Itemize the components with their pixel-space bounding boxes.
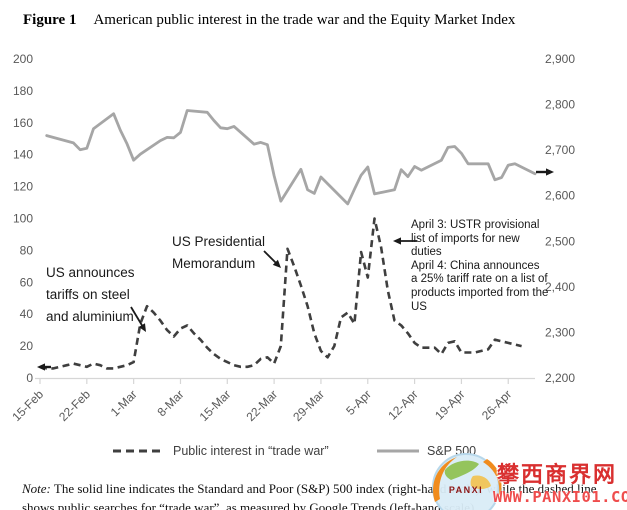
watermark-cjk-text: 攀西商界网 [497, 462, 618, 487]
svg-text:40: 40 [20, 307, 34, 321]
svg-text:22-Mar: 22-Mar [243, 387, 280, 424]
watermark: PANXI 攀西商界网 WWW.PANXI01.COM [427, 448, 627, 510]
svg-text:2,700: 2,700 [545, 143, 575, 157]
svg-text:120: 120 [13, 180, 33, 194]
svg-text:20: 20 [20, 339, 34, 353]
annotation-april-events: April 3: USTR provisional list of import… [411, 219, 549, 314]
figure-title: American public interest in the trade wa… [93, 12, 516, 28]
svg-text:180: 180 [13, 84, 33, 98]
svg-text:60: 60 [20, 275, 34, 289]
globe-logo-icon: PANXI [432, 453, 502, 510]
svg-text:2,600: 2,600 [545, 189, 575, 203]
svg-text:2,300: 2,300 [545, 325, 575, 339]
annotation-april3-line: April 3: USTR provisional list of import… [411, 219, 540, 259]
figure-number: Figure 1 [23, 12, 77, 28]
svg-text:29-Mar: 29-Mar [290, 387, 327, 424]
annotation-presidential-memorandum: US Presidential Memorandum [172, 234, 266, 271]
svg-text:2,800: 2,800 [545, 98, 575, 112]
svg-text:5-Apr: 5-Apr [343, 387, 374, 418]
svg-text:2,500: 2,500 [545, 234, 575, 248]
svg-text:2,200: 2,200 [545, 371, 575, 385]
svg-text:200: 200 [13, 52, 33, 66]
svg-text:15-Feb: 15-Feb [9, 387, 46, 424]
annotation-steel-tariffs: US announces tariffs on steel and alumin… [46, 265, 135, 324]
annotation-april4-line: April 4: China announces a 25% tariff ra… [411, 259, 549, 313]
svg-text:8-Mar: 8-Mar [155, 387, 187, 419]
figure-caption: Figure 1 American public interest in the … [23, 12, 515, 29]
svg-text:12-Apr: 12-Apr [385, 387, 420, 422]
svg-text:2,900: 2,900 [545, 52, 575, 66]
svg-text:15-Mar: 15-Mar [197, 387, 234, 424]
svg-text:1-Mar: 1-Mar [108, 387, 140, 419]
legend-label-trade-war: Public interest in “trade war” [173, 444, 329, 458]
solid-line-sample-icon [377, 449, 419, 453]
svg-text:26-Apr: 26-Apr [479, 387, 514, 422]
legend-item-trade-war: Public interest in “trade war” [112, 444, 329, 458]
note-label: Note: [22, 481, 51, 496]
svg-text:0: 0 [26, 371, 33, 385]
watermark-logo-text: PANXI [449, 485, 483, 495]
svg-text:140: 140 [13, 148, 33, 162]
svg-text:19-Apr: 19-Apr [432, 387, 467, 422]
svg-text:2,400: 2,400 [545, 280, 575, 294]
svg-text:160: 160 [13, 116, 33, 130]
watermark-url-text: WWW.PANXI01.COM [493, 488, 627, 506]
svg-text:100: 100 [13, 212, 33, 226]
svg-text:22-Feb: 22-Feb [56, 387, 93, 424]
svg-text:80: 80 [20, 243, 34, 257]
dashed-line-sample-icon [113, 449, 165, 453]
